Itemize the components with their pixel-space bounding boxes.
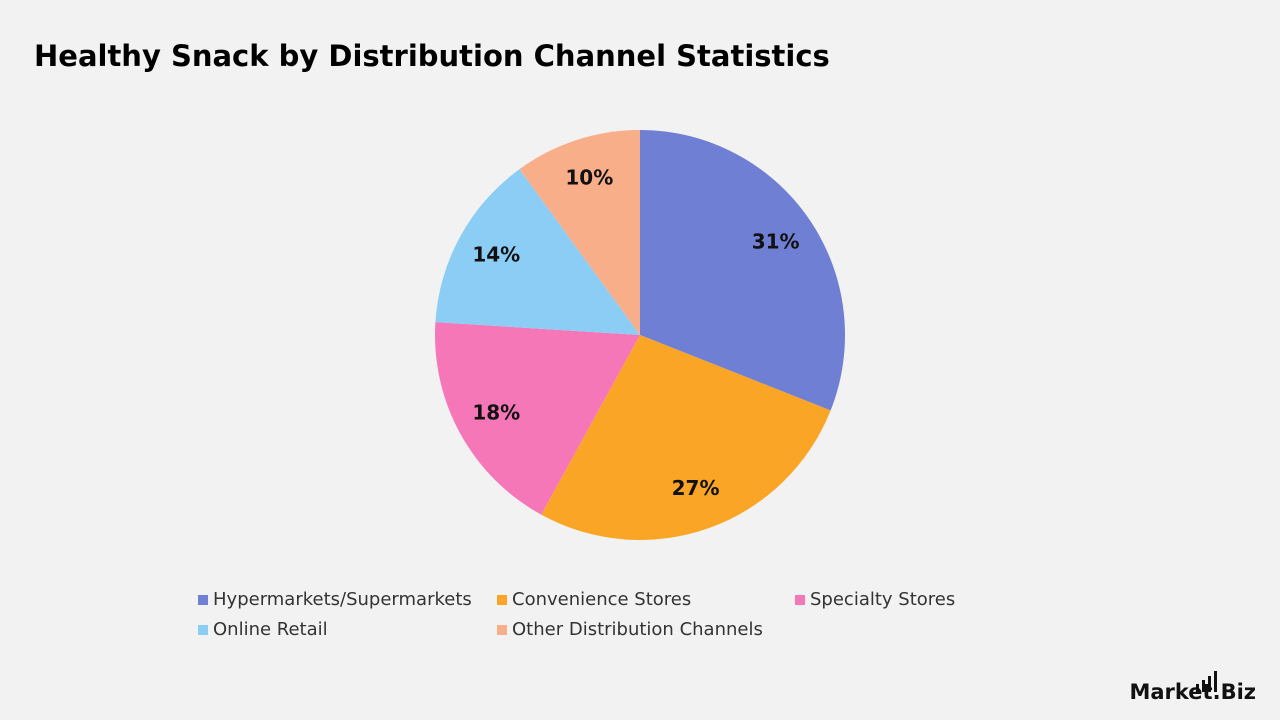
legend-swatch — [198, 595, 208, 605]
pie-slice — [541, 335, 831, 540]
legend-label: Convenience Stores — [512, 589, 691, 610]
logo: Market.Biz — [1129, 680, 1256, 704]
legend-swatch — [795, 595, 805, 605]
legend-label: Hypermarkets/Supermarkets — [213, 589, 472, 610]
legend-swatch — [497, 595, 507, 605]
pie-slice — [435, 169, 640, 335]
value-label: 10% — [565, 166, 613, 190]
value-label: 31% — [752, 229, 800, 253]
legend-label: Specialty Stores — [810, 589, 955, 610]
value-label: 14% — [472, 242, 520, 266]
legend-label: Online Retail — [213, 619, 328, 640]
legend-swatch — [497, 625, 507, 635]
logo-icon — [1196, 671, 1217, 692]
value-label: 27% — [672, 476, 720, 500]
legend-swatch — [198, 625, 208, 635]
pie-slice — [519, 130, 640, 335]
legend-label: Other Distribution Channels — [512, 619, 763, 640]
pie-slice — [434, 322, 640, 515]
value-label: 18% — [472, 401, 520, 425]
pie-slice — [640, 130, 846, 411]
chart-title: Healthy Snack by Distribution Channel St… — [34, 39, 830, 73]
